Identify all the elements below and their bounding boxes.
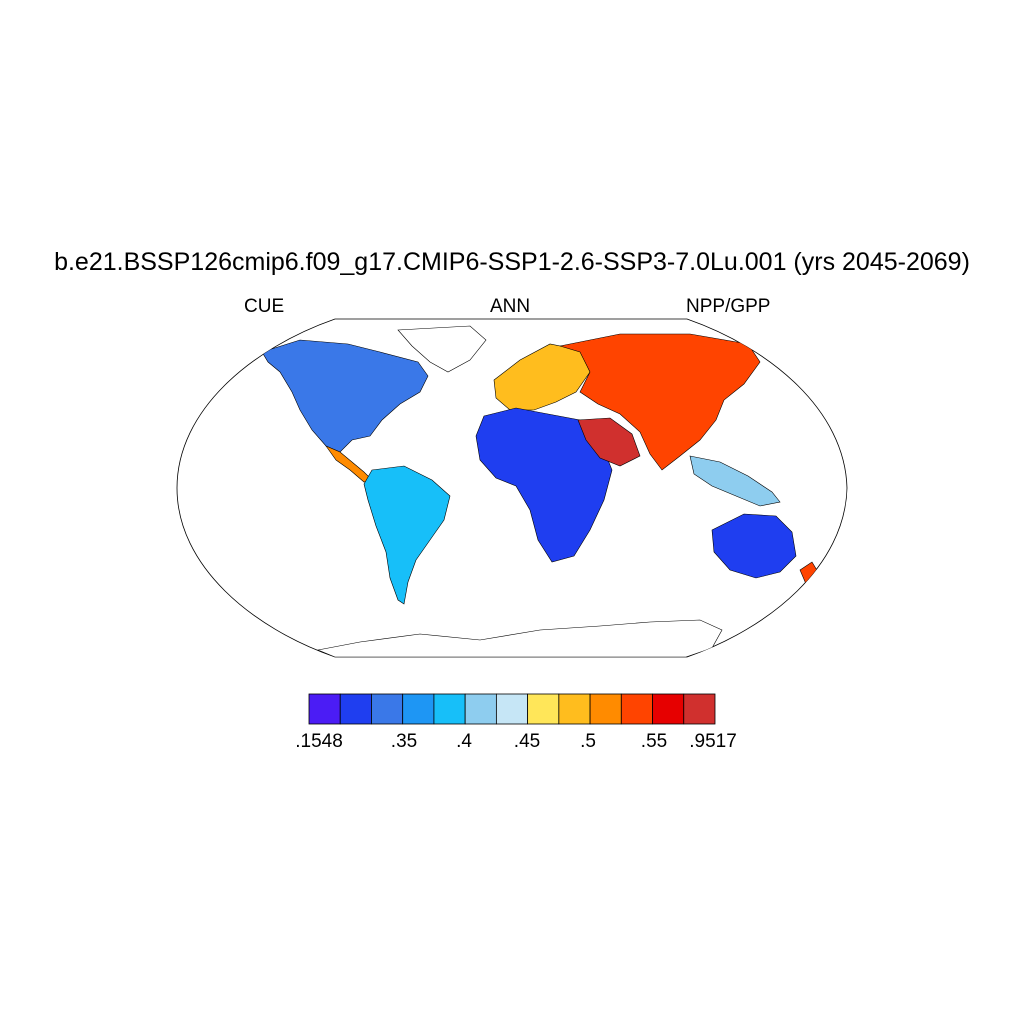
antarctica-landmass <box>316 619 723 657</box>
colorbar-box <box>339 693 372 725</box>
colorbar-box <box>620 693 653 725</box>
colorbar-box <box>527 693 560 725</box>
greenland-landmass <box>397 325 487 373</box>
colorbar-box <box>402 693 435 725</box>
colorbar-box <box>308 693 341 725</box>
colorbar-box <box>464 693 497 725</box>
australia-landmass <box>711 513 797 579</box>
colorbar-tick-label: .45 <box>513 731 541 752</box>
north-america-landmass <box>261 339 429 453</box>
europe-landmass <box>493 343 591 411</box>
variable-label: CUE <box>244 296 285 317</box>
south-america-landmass <box>363 465 451 605</box>
colorbar-box <box>495 693 529 725</box>
colorbar-box <box>433 693 466 725</box>
colorbar-tick-label: .9517 <box>689 731 737 752</box>
southeast-asia-landmass <box>689 455 781 507</box>
ratio-label: NPP/GPP <box>686 296 771 317</box>
colorbar-box <box>371 693 404 725</box>
colorbar-box <box>683 693 716 725</box>
colorbar-tick-label: .35 <box>390 731 418 752</box>
africa-landmass <box>475 407 613 563</box>
colorbar-box <box>652 693 685 725</box>
colorbar-tick-label: .4 <box>456 731 472 752</box>
map-title: b.e21.BSSP126cmip6.f09_g17.CMIP6-SSP1-2.… <box>54 248 970 276</box>
arabian-peninsula-landmass <box>577 417 641 467</box>
colorbar-tick-label: .5 <box>580 731 596 752</box>
colorbar-tick-label: .1548 <box>295 731 343 752</box>
season-label: ANN <box>490 296 531 317</box>
colorbar-box <box>589 693 622 725</box>
colorbar-box <box>558 693 591 725</box>
colorbar-tick-label: .55 <box>640 731 668 752</box>
